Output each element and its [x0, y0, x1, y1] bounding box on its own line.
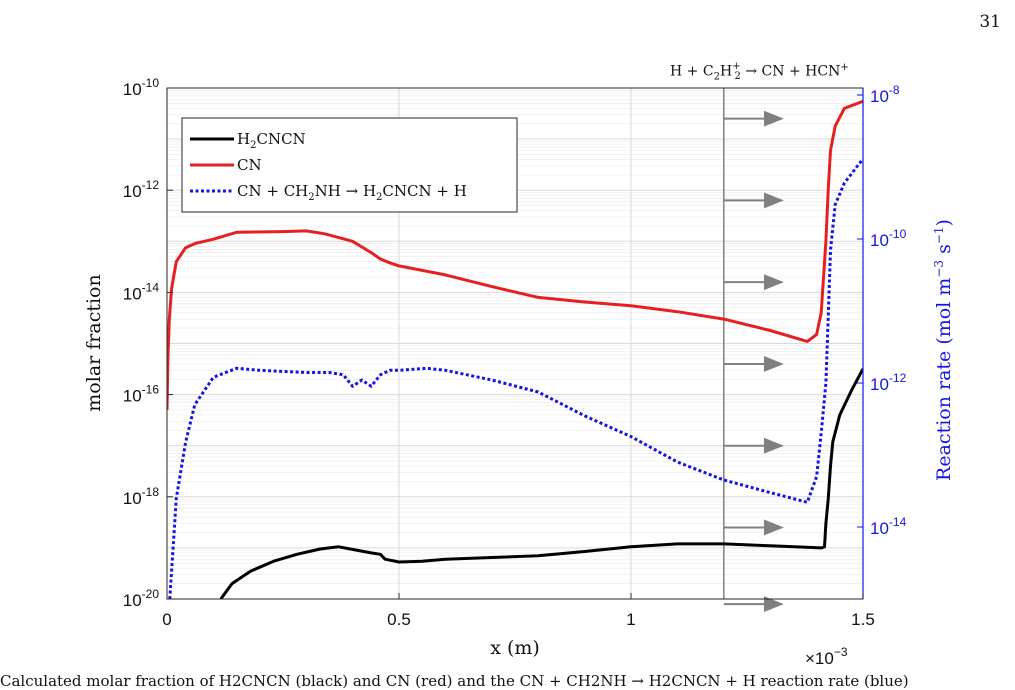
- y2-axis-label: Reaction rate (mol m−3 s−1): [932, 219, 955, 481]
- y-tick-label: 10-16: [123, 383, 160, 406]
- reaction-annotation: H + C2H+2 → CN + HCN+: [670, 60, 849, 83]
- y2-tick-label: 10-8: [870, 83, 900, 106]
- y2-tick-label: 10-10: [870, 227, 907, 250]
- y-tick-label: 10-12: [123, 178, 160, 201]
- series-line-1: [167, 99, 863, 411]
- series-line-0: [219, 368, 863, 599]
- x-tick-label: 0.5: [387, 610, 411, 629]
- arrow-group: [723, 110, 784, 613]
- series-group: [167, 99, 863, 599]
- x-tick-label: 1.5: [851, 610, 875, 629]
- legend: H2CNCN CN CN + CH2NH → H2CNCN + H: [181, 117, 518, 213]
- figure-caption: Calculated molar fraction of H2CNCN (bla…: [0, 672, 909, 690]
- y-tick-label: 10-10: [123, 76, 160, 99]
- y-ticks: 10-20 10-18 10-16 10-14 10-12 10-10: [123, 76, 173, 610]
- y-axis-label: molar fraction: [83, 274, 105, 411]
- legend-label-h2cncn: H2CNCN: [237, 130, 306, 151]
- series-line-2: [168, 157, 863, 599]
- x-tick-label: 0: [162, 610, 171, 629]
- y-tick-label: 10-18: [123, 485, 160, 508]
- y-tick-label: 10-14: [123, 280, 160, 303]
- x-tick-label: 1: [626, 610, 635, 629]
- y2-ticks: 10-14 10-12 10-10 10-8: [857, 83, 907, 538]
- x-multiplier: ×10−3: [805, 645, 848, 668]
- x-ticks: 0 0.5 1 1.5: [162, 593, 875, 629]
- legend-label-cn: CN: [237, 156, 262, 174]
- y2-tick-label: 10-12: [870, 371, 907, 394]
- page-number: 31: [979, 12, 1001, 32]
- y-tick-label: 10-20: [123, 587, 160, 610]
- legend-box: [181, 117, 518, 213]
- legend-label-reaction: CN + CH2NH → H2CNCN + H: [237, 182, 467, 203]
- y2-tick-label: 10-14: [870, 515, 907, 538]
- x-axis-label: x (m): [490, 637, 540, 659]
